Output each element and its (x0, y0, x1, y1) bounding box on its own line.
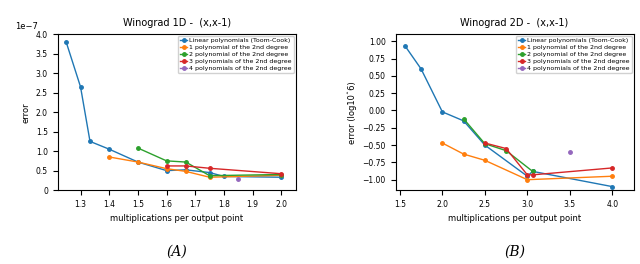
Linear polynomials (Toom-Cook) (62, 40, 70, 44)
Linear polynomials (Toom-Cook) (106, 148, 113, 151)
Linear polynomials (Toom-Cook) (438, 110, 446, 114)
Linear polynomials (Toom-Cook) (205, 171, 213, 174)
1 polynomial of the 2nd degree (438, 142, 446, 145)
3 polynomials of the 2nd degree (529, 173, 536, 176)
Linear polynomials (Toom-Cook) (524, 175, 531, 178)
Linear polynomials (Toom-Cook) (460, 119, 467, 122)
1 polynomial of the 2nd degree (277, 174, 285, 177)
Linear polynomials (Toom-Cook) (417, 67, 425, 70)
Text: 1e−7: 1e−7 (15, 22, 38, 31)
2 polynomial of the 2nd degree (529, 170, 536, 173)
Linear polynomials (Toom-Cook) (481, 144, 489, 147)
X-axis label: multiplications per output point: multiplications per output point (448, 214, 581, 223)
Linear polynomials (Toom-Cook) (401, 45, 409, 48)
3 polynomials of the 2nd degree (277, 172, 285, 175)
Linear polynomials (Toom-Cook) (163, 169, 170, 172)
3 polynomials of the 2nd degree (163, 164, 170, 168)
Line: 1 polynomial of the 2nd degree: 1 polynomial of the 2nd degree (108, 155, 283, 179)
3 polynomials of the 2nd degree (502, 147, 510, 150)
Linear polynomials (Toom-Cook) (182, 168, 189, 171)
Y-axis label: error: error (21, 102, 30, 122)
Line: 3 polynomials of the 2nd degree: 3 polynomials of the 2nd degree (165, 164, 283, 176)
2 polynomial of the 2nd degree (502, 149, 510, 152)
3 polynomials of the 2nd degree (609, 166, 616, 169)
Linear polynomials (Toom-Cook) (529, 170, 536, 173)
1 polynomial of the 2nd degree (182, 170, 189, 173)
Line: Linear polynomials (Toom-Cook): Linear polynomials (Toom-Cook) (65, 40, 283, 179)
3 polynomials of the 2nd degree (481, 142, 489, 145)
3 polynomials of the 2nd degree (205, 167, 213, 170)
3 polynomials of the 2nd degree (524, 173, 531, 176)
1 polynomial of the 2nd degree (524, 178, 531, 181)
2 polynomial of the 2nd degree (163, 159, 170, 162)
Linear polynomials (Toom-Cook) (77, 85, 84, 88)
Y-axis label: error (log10ˆ6): error (log10ˆ6) (348, 81, 357, 144)
1 polynomial of the 2nd degree (106, 155, 113, 159)
1 polynomial of the 2nd degree (134, 161, 141, 164)
Legend: Linear polynomials (Toom-Cook), 1 polynomial of the 2nd degree, 2 polynomial of : Linear polynomials (Toom-Cook), 1 polyno… (516, 36, 632, 73)
Linear polynomials (Toom-Cook) (609, 185, 616, 188)
Linear polynomials (Toom-Cook) (277, 176, 285, 179)
Linear polynomials (Toom-Cook) (134, 161, 141, 164)
3 polynomials of the 2nd degree (182, 164, 189, 168)
Linear polynomials (Toom-Cook) (86, 140, 94, 143)
Line: Linear polynomials (Toom-Cook): Linear polynomials (Toom-Cook) (403, 44, 614, 188)
Line: 3 polynomials of the 2nd degree: 3 polynomials of the 2nd degree (483, 141, 614, 177)
Line: 2 polynomial of the 2nd degree: 2 polynomial of the 2nd degree (462, 117, 534, 173)
Legend: Linear polynomials (Toom-Cook), 1 polynomial of the 2nd degree, 2 polynomial of : Linear polynomials (Toom-Cook), 1 polyno… (178, 36, 294, 73)
1 polynomial of the 2nd degree (609, 175, 616, 178)
Title: Winograd 2D -  (x,x-1): Winograd 2D - (x,x-1) (460, 18, 569, 28)
2 polynomial of the 2nd degree (182, 161, 189, 164)
Line: 2 polynomial of the 2nd degree: 2 polynomial of the 2nd degree (136, 146, 283, 177)
1 polynomial of the 2nd degree (460, 153, 467, 156)
2 polynomial of the 2nd degree (205, 174, 213, 177)
2 polynomial of the 2nd degree (277, 173, 285, 176)
Linear polynomials (Toom-Cook) (220, 175, 228, 178)
1 polynomial of the 2nd degree (205, 176, 213, 179)
Line: 1 polynomial of the 2nd degree: 1 polynomial of the 2nd degree (440, 141, 614, 181)
2 polynomial of the 2nd degree (481, 142, 489, 145)
2 polynomial of the 2nd degree (134, 147, 141, 150)
Title: Winograd 1D -  (x,x-1): Winograd 1D - (x,x-1) (122, 18, 230, 28)
2 polynomial of the 2nd degree (460, 117, 467, 120)
Text: (B): (B) (504, 245, 525, 259)
Text: (A): (A) (166, 245, 187, 259)
1 polynomial of the 2nd degree (481, 159, 489, 162)
1 polynomial of the 2nd degree (163, 167, 170, 170)
X-axis label: multiplications per output point: multiplications per output point (110, 214, 243, 223)
